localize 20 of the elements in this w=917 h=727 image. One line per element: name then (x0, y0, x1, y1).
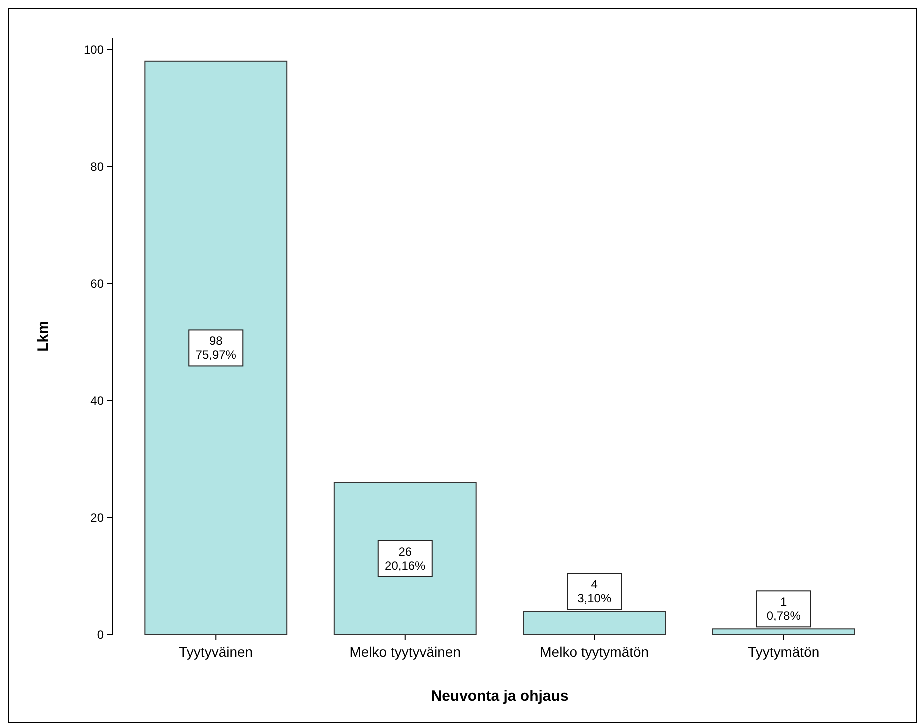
bar (712, 628, 856, 636)
y-tick-label: 0 (97, 628, 104, 642)
bar (523, 611, 666, 636)
data-label: 98 75,97% (196, 334, 237, 362)
data-label: 26 20,16% (385, 544, 426, 573)
y-tick-label: 20 (90, 511, 104, 526)
y-tick-label: 100 (84, 42, 104, 57)
x-tick-label: Tyytymätön (748, 644, 820, 660)
y-tick-label: 40 (90, 394, 104, 408)
y-tick-label: 80 (90, 160, 104, 174)
x-tick-label: Tyytyväinen (179, 644, 254, 660)
data-label: 4 3,10% (578, 578, 612, 606)
x-axis-title: Neuvonta ja ohjaus (431, 688, 569, 705)
bar (144, 60, 288, 636)
data-label: 1 0,78% (766, 595, 802, 624)
y-axis-title: Lkm (35, 321, 52, 352)
y-tick-label: 60 (90, 277, 104, 292)
bar (334, 482, 477, 636)
x-tick-label: Melko tyytyväinen (350, 644, 462, 660)
x-tick-label: Melko tyytymätön (540, 644, 650, 660)
